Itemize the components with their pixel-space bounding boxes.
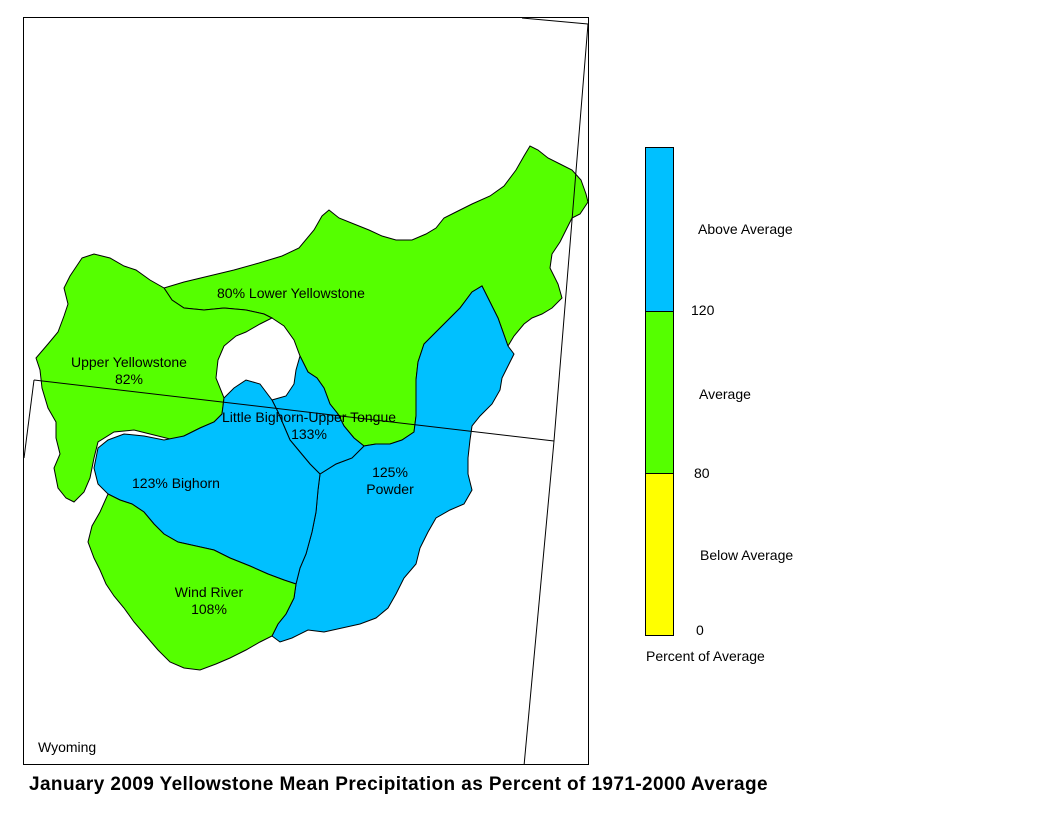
legend-swatch-above-average (645, 147, 674, 311)
state-boundary-east (523, 440, 555, 764)
label-upper-yellowstone: Upper Yellowstone 82% (54, 354, 204, 388)
label-lower-yellowstone: 80% Lower Yellowstone (217, 285, 365, 301)
label-bighorn: 123% Bighorn (132, 475, 220, 491)
legend-label-average: Average (699, 386, 751, 402)
legend-break-0: 0 (696, 622, 704, 638)
legend-break-120: 120 (691, 302, 715, 318)
label-little-bighorn-name: Little Bighorn-Upper Tongue (221, 409, 397, 425)
state-label-wyoming: Wyoming (38, 739, 97, 755)
legend-label-below-average: Below Average (700, 547, 794, 563)
label-little-bighorn-upper-tongue: Little Bighorn-Upper Tongue 133% (190, 409, 428, 443)
basin-powder[interactable] (271, 285, 515, 643)
state-boundary-west (24, 379, 35, 459)
label-upper-yellowstone-name: Upper Yellowstone (71, 354, 187, 370)
label-wind-river: Wind River 108% (154, 584, 264, 618)
map-panel: 80% Lower Yellowstone Upper Yellowstone … (23, 17, 589, 765)
legend-swatch-below-average (645, 473, 674, 636)
basin-little-bighorn-upper-tongue[interactable] (271, 354, 365, 475)
label-little-bighorn-percent: 133% (291, 426, 327, 442)
basin-wind-river[interactable] (87, 493, 297, 671)
basin-map (24, 18, 588, 764)
legend-title: Percent of Average (646, 648, 765, 664)
projection-border-east (521, 18, 588, 442)
legend-swatch-average (645, 311, 674, 473)
label-powder: 125% Powder (355, 464, 425, 498)
legend-break-80: 80 (694, 465, 710, 481)
legend-label-above-average: Above Average (698, 221, 793, 237)
label-powder-percent: 125% (372, 464, 408, 480)
map-caption: January 2009 Yellowstone Mean Precipitat… (29, 774, 768, 795)
label-wind-river-name: Wind River (174, 584, 244, 600)
label-upper-yellowstone-percent: 82% (114, 371, 144, 387)
state-boundary-north (33, 379, 555, 442)
label-wind-river-percent: 108% (191, 601, 227, 617)
label-powder-name: Powder (366, 481, 414, 497)
